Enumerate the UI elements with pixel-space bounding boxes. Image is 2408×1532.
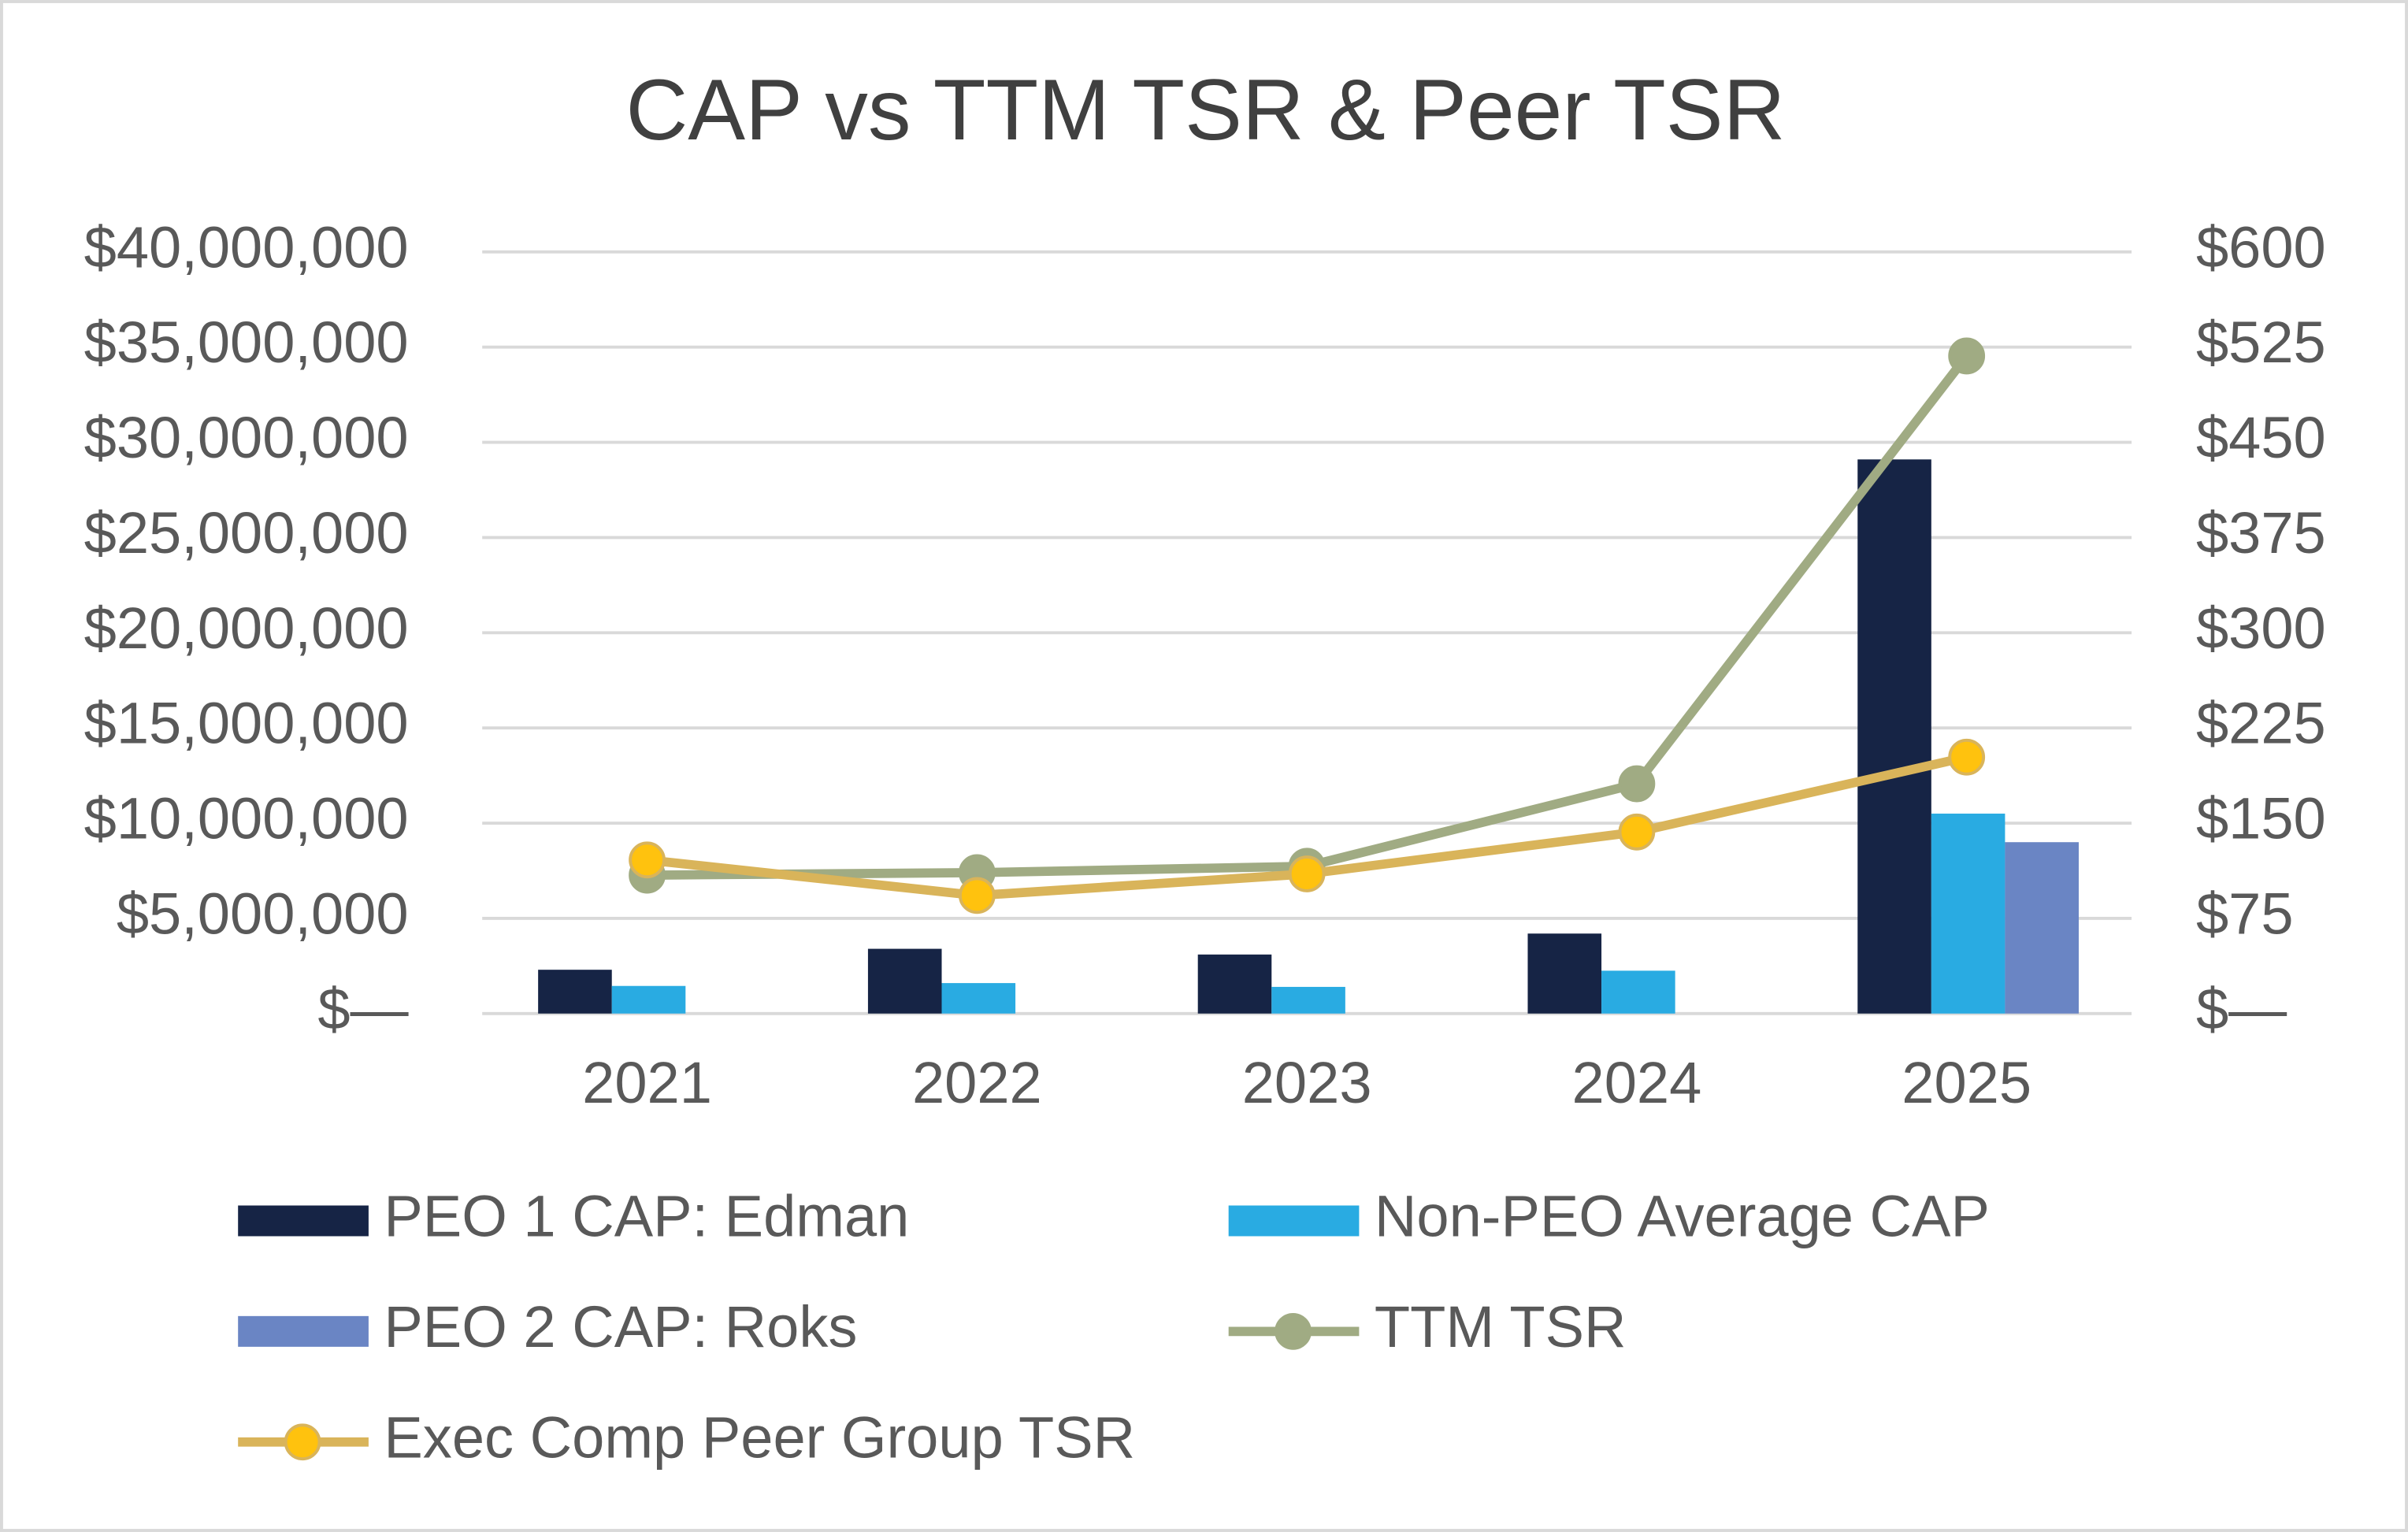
bar — [1197, 954, 1272, 1014]
y2-tick-label: $300 — [2196, 595, 2326, 661]
line-marker — [1948, 337, 1986, 375]
y-tick-label: $— — [317, 976, 409, 1041]
y2-tick-label: $225 — [2196, 691, 2326, 756]
bar — [1527, 933, 1602, 1014]
x-tick-label: 2022 — [912, 1050, 1042, 1115]
bar — [1931, 813, 2005, 1014]
line-marker — [1288, 855, 1326, 892]
x-tick-label: 2021 — [582, 1050, 712, 1115]
line-marker — [1618, 813, 1656, 851]
y2-tick-label: $375 — [2196, 500, 2326, 566]
y2-tick-label: $150 — [2196, 786, 2326, 851]
y2-tick-label: $75 — [2196, 881, 2294, 946]
y2-tick-label: $450 — [2196, 405, 2326, 470]
legend-label: Exec Comp Peer Group TSR — [384, 1404, 1135, 1470]
y-tick-label: $5,000,000 — [117, 881, 409, 946]
line-marker — [1618, 765, 1656, 803]
legend-swatch — [238, 1205, 369, 1237]
y-tick-label: $30,000,000 — [84, 405, 409, 470]
line-marker — [958, 877, 996, 914]
line-marker — [1948, 738, 1986, 776]
x-tick-label: 2023 — [1242, 1050, 1372, 1115]
bar — [867, 948, 942, 1014]
legend-label: PEO 2 CAP: Roks — [384, 1294, 857, 1360]
y-tick-label: $40,000,000 — [84, 214, 409, 280]
y-tick-label: $15,000,000 — [84, 691, 409, 756]
legend-label: TTM TSR — [1375, 1294, 1627, 1360]
legend-label: PEO 1 CAP: Edman — [384, 1184, 909, 1249]
x-tick-label: 2024 — [1572, 1050, 1702, 1115]
y-tick-label: $35,000,000 — [84, 310, 409, 375]
y2-tick-label: $— — [2196, 976, 2287, 1041]
legend-swatch — [238, 1315, 369, 1347]
y-tick-label: $10,000,000 — [84, 786, 409, 851]
bar — [1857, 459, 1931, 1014]
legend-label: Non-PEO Average CAP — [1375, 1184, 1990, 1249]
bar — [538, 970, 612, 1014]
y-tick-label: $20,000,000 — [84, 595, 409, 661]
legend-marker — [284, 1423, 321, 1461]
bar — [611, 985, 686, 1014]
y-tick-label: $25,000,000 — [84, 500, 409, 566]
y2-tick-label: $600 — [2196, 214, 2326, 280]
legend-swatch — [1228, 1205, 1360, 1237]
chart-title: CAP vs TTM TSR & Peer TSR — [625, 62, 1785, 158]
x-tick-label: 2025 — [1902, 1050, 2031, 1115]
bar — [941, 983, 1016, 1014]
y2-tick-label: $525 — [2196, 310, 2326, 375]
bar — [1271, 986, 1345, 1014]
bar — [1601, 970, 1675, 1014]
line-marker — [629, 841, 666, 879]
legend-marker — [1274, 1312, 1312, 1350]
bar — [2005, 842, 2080, 1014]
